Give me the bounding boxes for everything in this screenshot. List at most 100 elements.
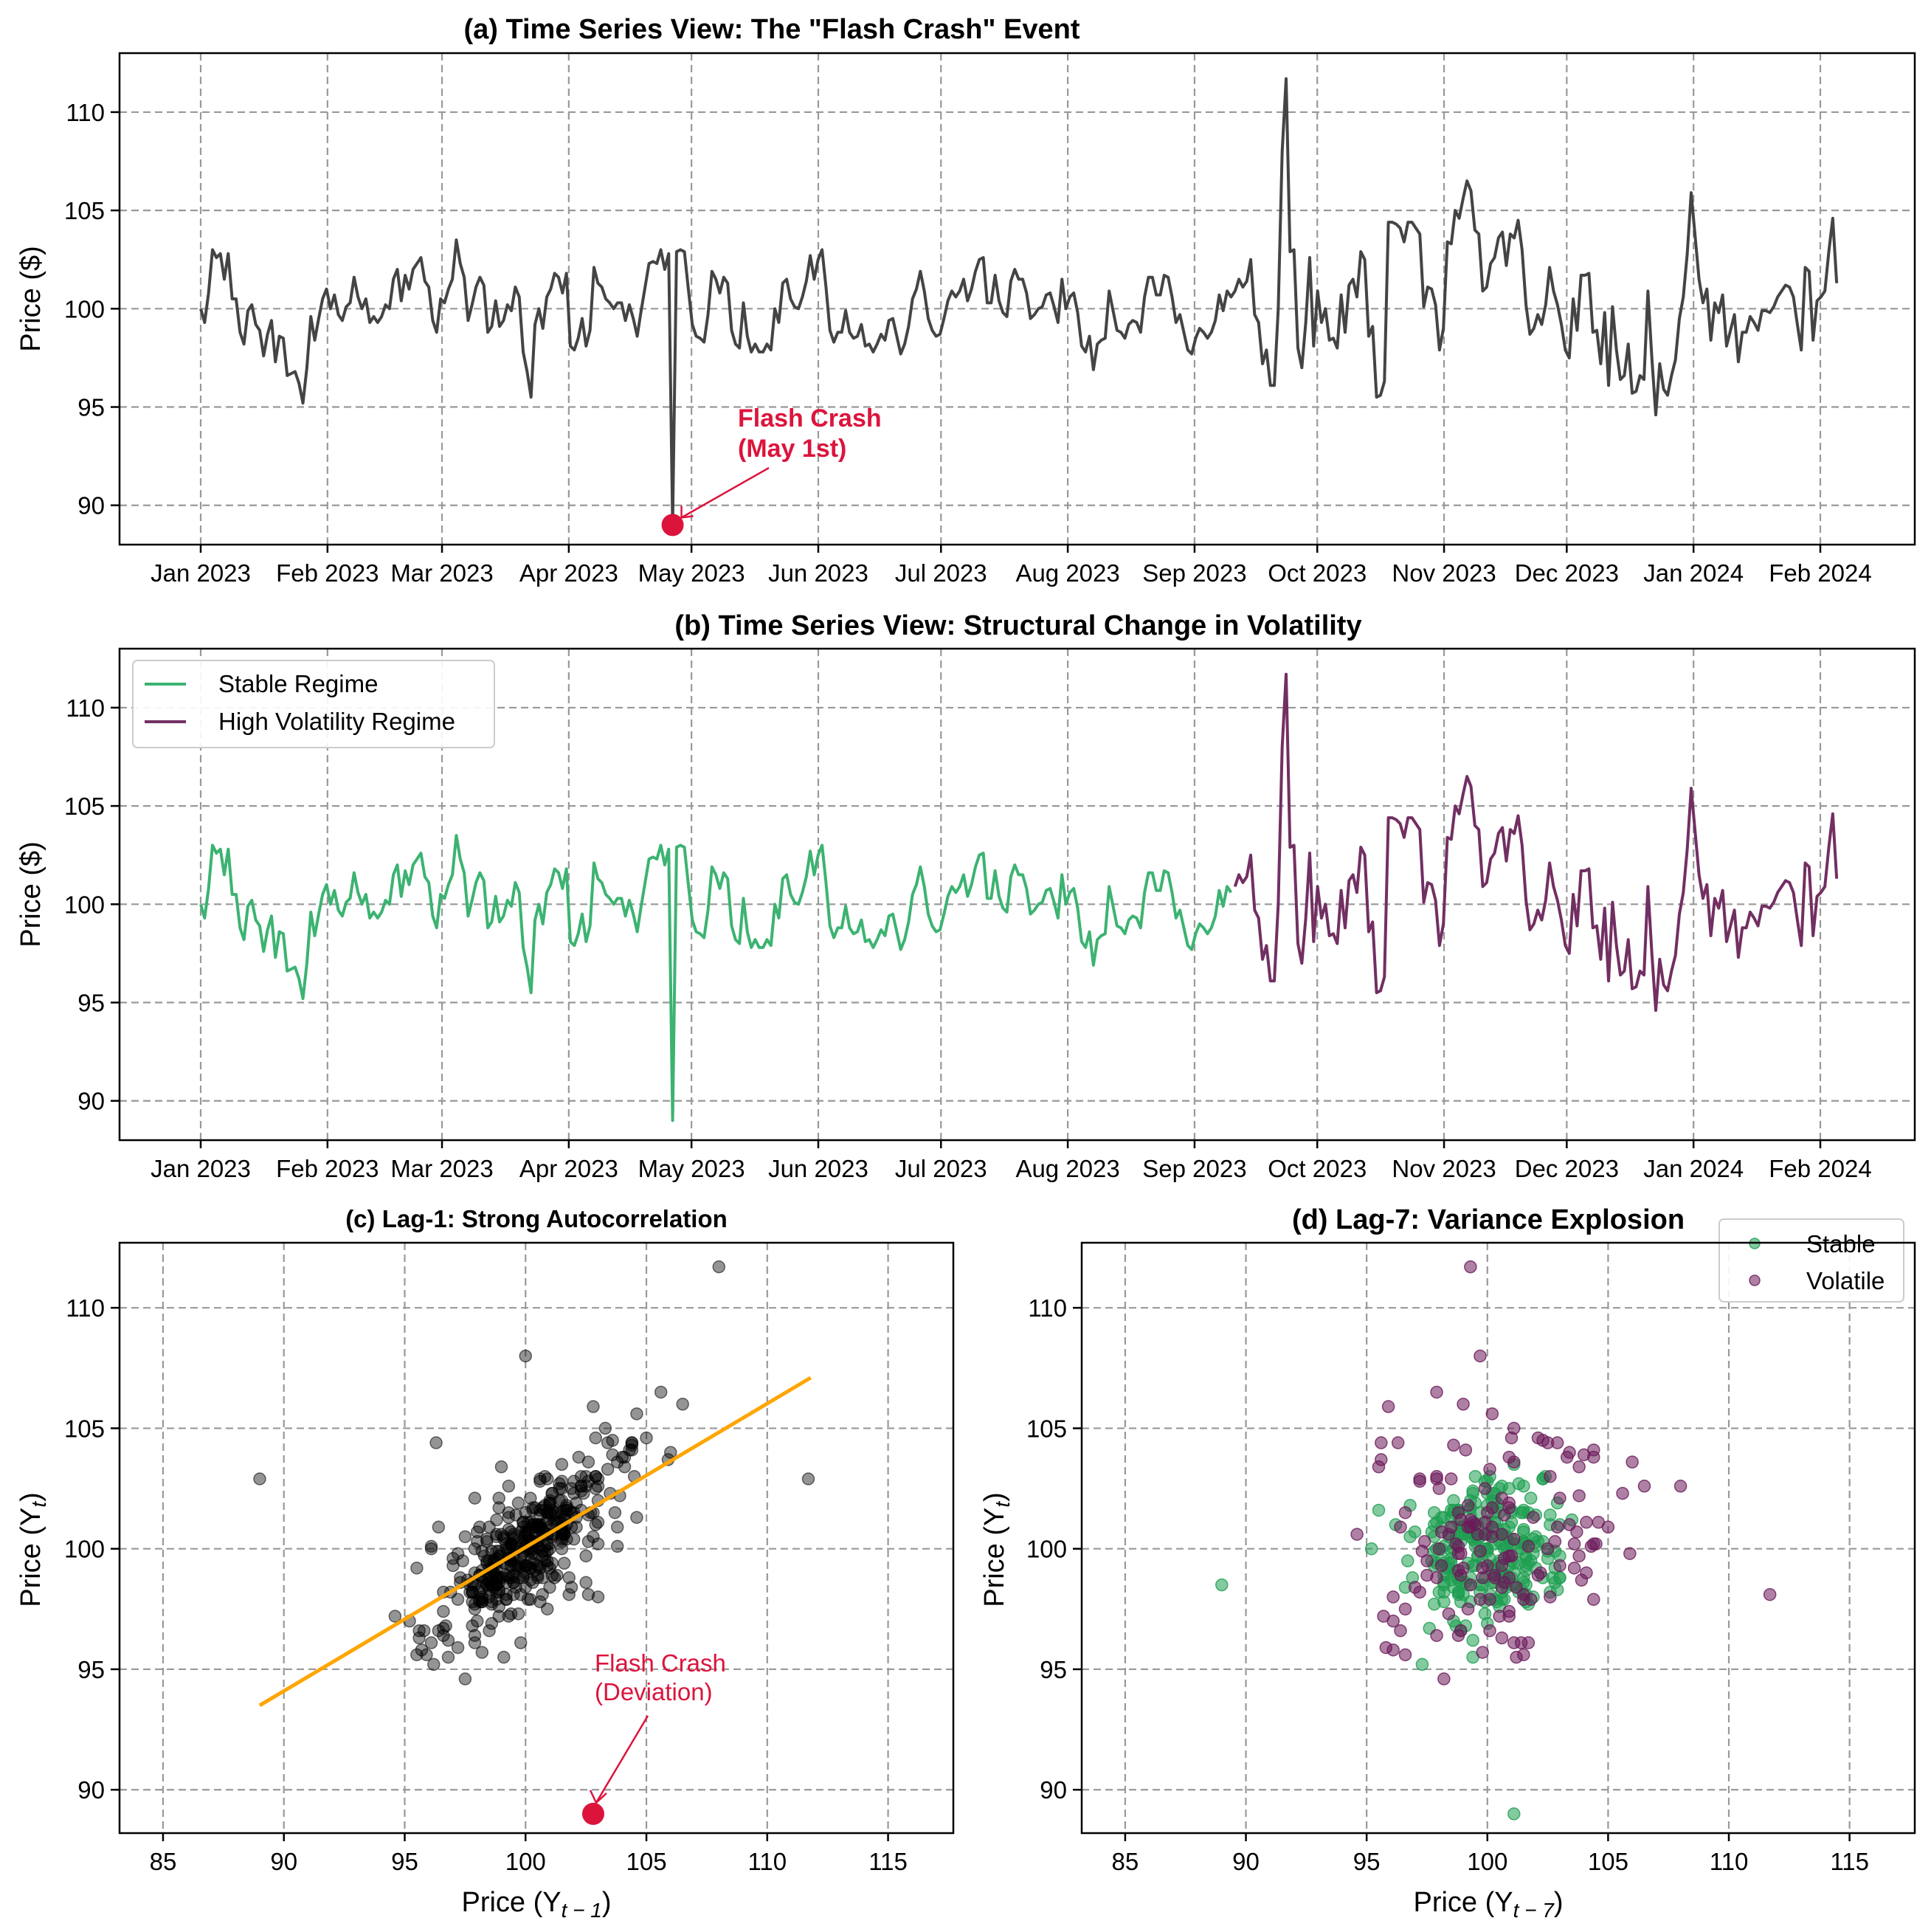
- x-tick-label: 115: [868, 1848, 908, 1875]
- lag1-point: [564, 1581, 578, 1594]
- lag7-volatile-point: [1495, 1631, 1509, 1645]
- lag1-point: [570, 1520, 583, 1534]
- lag7-stable-point: [1495, 1480, 1509, 1493]
- panel-c-frame: [118, 1241, 955, 1835]
- panel-a-flash-crash-marker: [661, 514, 684, 537]
- lag7-volatile-point: [1461, 1520, 1475, 1534]
- lag7-stable-point: [1466, 1484, 1479, 1498]
- lag7-volatile-point: [1553, 1559, 1566, 1573]
- lag1-point: [471, 1525, 484, 1539]
- x-tick-label: Aug 2023: [1015, 1155, 1119, 1182]
- panel-a-title: (a) Time Series View: The "Flash Crash" …: [463, 14, 1080, 45]
- lag1-point: [441, 1634, 455, 1647]
- lag7-volatile-point: [1432, 1542, 1446, 1556]
- panel-a-ylabel: Price ($): [15, 246, 46, 352]
- lag7-volatile-point: [1488, 1571, 1502, 1584]
- lag1-point: [429, 1436, 443, 1449]
- lag7-volatile-point: [1485, 1407, 1499, 1421]
- lag1-point: [610, 1520, 624, 1534]
- y-tick-label: 95: [77, 1656, 105, 1683]
- lag7-volatile-point: [1454, 1568, 1468, 1582]
- lag7-volatile-point: [1623, 1547, 1637, 1560]
- panel-d-gridlines: [1082, 1243, 1915, 1833]
- lag7-volatile-point: [1483, 1463, 1496, 1476]
- lag1-point: [475, 1646, 489, 1659]
- lag7-volatile-point: [1589, 1537, 1603, 1550]
- lag1-point: [521, 1528, 535, 1541]
- lag7-volatile-point: [1517, 1648, 1530, 1662]
- panel-c-points: [253, 1260, 815, 1686]
- lag1-point: [801, 1472, 815, 1486]
- lag1-point: [388, 1610, 402, 1623]
- lag1-point: [536, 1501, 549, 1514]
- x-tick-label: Jun 2023: [768, 559, 868, 587]
- lag7-volatile-point: [1474, 1349, 1487, 1363]
- lag1-point: [598, 1421, 612, 1435]
- panel-a-gridlines: [120, 53, 1915, 545]
- panel-c-annotation-line1: Flash Crash: [595, 1649, 726, 1677]
- lag1-point: [446, 1552, 460, 1565]
- lag1-point: [492, 1491, 505, 1505]
- y-tick-label: 100: [64, 295, 105, 322]
- lag1-point: [574, 1480, 588, 1493]
- lag7-stable-point: [1215, 1578, 1229, 1592]
- lag1-point: [451, 1641, 465, 1655]
- lag1-point: [545, 1486, 559, 1500]
- x-tick-label: 95: [1353, 1848, 1381, 1875]
- lag1-point: [439, 1619, 452, 1632]
- lag7-volatile-point: [1394, 1624, 1407, 1638]
- lag7-volatile-point: [1544, 1469, 1557, 1483]
- lag1-point: [533, 1520, 547, 1534]
- lag1-point: [610, 1539, 624, 1553]
- lag7-volatile-point: [1531, 1431, 1545, 1445]
- lag1-point: [562, 1571, 576, 1584]
- lag1-point: [471, 1535, 484, 1548]
- lag1-point: [463, 1585, 477, 1599]
- panel-b-time-series-volatility: (b) Time Series View: Structural Change …: [15, 610, 1916, 1182]
- lag1-point: [608, 1505, 622, 1519]
- lag7-stable-point: [1401, 1554, 1414, 1567]
- lag1-point: [480, 1532, 494, 1546]
- x-tick-label: Jan 2023: [151, 559, 251, 587]
- lag1-point: [579, 1549, 593, 1563]
- lag7-volatile-point: [1375, 1436, 1388, 1449]
- lag1-point: [458, 1530, 472, 1544]
- lag1-point: [589, 1469, 602, 1483]
- lag1-point: [531, 1568, 545, 1582]
- lag1-point: [640, 1431, 653, 1445]
- lag1-point: [587, 1530, 600, 1544]
- lag7-volatile-point: [1447, 1438, 1460, 1452]
- lag1-point: [454, 1571, 467, 1584]
- x-tick-label: 105: [626, 1848, 666, 1875]
- panel-a-frame: [118, 52, 1916, 546]
- lag1-point: [712, 1260, 726, 1274]
- lag1-point: [490, 1513, 503, 1527]
- lag7-volatile-point: [1430, 1472, 1443, 1486]
- x-tick-label: 105: [1588, 1848, 1628, 1875]
- lag7-stable-point: [1428, 1598, 1441, 1611]
- lag1-point: [420, 1648, 433, 1662]
- lag1-point: [412, 1631, 426, 1645]
- lag7-volatile-point: [1434, 1559, 1448, 1573]
- lag1-point: [601, 1463, 615, 1476]
- lag1-point: [468, 1629, 482, 1642]
- x-tick-label: Apr 2023: [519, 1155, 618, 1182]
- x-tick-label: Mar 2023: [390, 1155, 493, 1182]
- lag7-volatile-point: [1444, 1472, 1458, 1486]
- panel-a-y-ticks: 90 95 100 105 110: [64, 99, 120, 520]
- lag1-point: [417, 1624, 431, 1638]
- lag7-volatile-point: [1507, 1455, 1521, 1469]
- lag1-point: [625, 1436, 639, 1449]
- panel-b-volatile-regime-line: [1233, 672, 1839, 1012]
- panel-d-ticks: 85 90 95 100 105 110 115 90 95 100 105 110: [1026, 1294, 1869, 1875]
- lag1-point: [432, 1624, 446, 1638]
- lag1-point: [560, 1499, 573, 1512]
- lag1-point: [557, 1556, 571, 1570]
- legend-volatile-label: High Volatility Regime: [218, 708, 455, 735]
- x-tick-label: Jan 2024: [1643, 559, 1744, 587]
- lag1-point: [540, 1559, 554, 1573]
- lag1-point: [577, 1486, 590, 1500]
- panel-d-ylabel: Price (Yt): [979, 1492, 1014, 1607]
- lag7-stable-point: [1372, 1503, 1386, 1517]
- lag7-volatile-point: [1461, 1602, 1475, 1616]
